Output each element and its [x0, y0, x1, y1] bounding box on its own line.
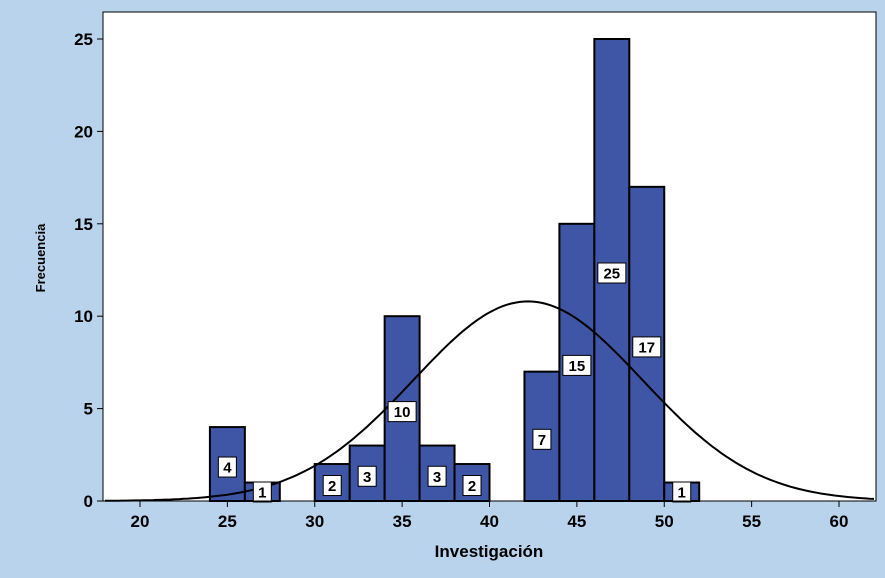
- x-ticks-group: 20 25 30 35 40 45 50 55 60: [131, 501, 849, 531]
- y-tick-label: 20: [74, 122, 93, 141]
- y-axis-label: Frecuencia: [33, 223, 48, 292]
- bar-count-label: 15: [562, 354, 592, 376]
- x-tick-label: 30: [305, 512, 324, 531]
- x-tick-label: 55: [742, 512, 761, 531]
- bar-count-label: 7: [532, 428, 552, 450]
- bar-count-label-text: 2: [328, 478, 336, 495]
- bar-count-label-box: [217, 456, 237, 478]
- bar-count-label-box: [462, 475, 482, 497]
- bar-count-label: 10: [387, 401, 417, 423]
- bar-count-label: 2: [322, 475, 342, 497]
- bar-count-label-box: [322, 475, 342, 497]
- x-tick-label: 25: [218, 512, 237, 531]
- bar-count-label: 1: [252, 481, 272, 503]
- bar-count-label-box: [357, 465, 377, 487]
- bar-count-label-box: [532, 428, 552, 450]
- bar-count-label: 1: [672, 481, 692, 503]
- bar-count-label-box: [672, 481, 692, 503]
- y-tick-label: 10: [74, 307, 93, 326]
- bar-count-label-text: 4: [223, 460, 232, 477]
- bar-count-label-text: 2: [468, 478, 476, 495]
- bar-count-label: 2: [462, 475, 482, 497]
- bar-count-label-box: [562, 354, 592, 376]
- x-axis-label: Investigación: [435, 542, 544, 561]
- bar-count-label-text: 15: [569, 358, 586, 375]
- x-tick-label: 20: [131, 512, 150, 531]
- bar-count-label-box: [252, 481, 272, 503]
- plot-area: [102, 11, 877, 502]
- x-tick-label: 50: [655, 512, 674, 531]
- bar-count-label-text: 1: [258, 485, 266, 502]
- bar-count-label-text: 3: [433, 469, 441, 486]
- bar-count-label: 3: [427, 465, 447, 487]
- bar-count-label-text: 1: [678, 485, 686, 502]
- bar-count-label: 3: [357, 465, 377, 487]
- normal-curve: [105, 300, 875, 502]
- x-tick-label: 45: [567, 512, 586, 531]
- bar-count-label-box: [387, 401, 417, 423]
- x-tick-label: 35: [393, 512, 412, 531]
- y-ticks-group: 0 5 10 15 20 25: [74, 30, 103, 511]
- y-tick-label: 5: [84, 400, 93, 419]
- bar-count-label: 17: [632, 336, 662, 358]
- bar-count-label: 25: [597, 262, 627, 284]
- y-tick-label: 0: [84, 492, 93, 511]
- bar-count-label-box: [427, 465, 447, 487]
- y-tick-label: 25: [74, 30, 93, 49]
- bar-labels-group: 4 1 2 3 10 3 2 7 15 25 17 1: [217, 262, 692, 503]
- bar-count-label-box: [597, 262, 627, 284]
- x-tick-label: 40: [480, 512, 499, 531]
- bar-count-label-text: 7: [538, 432, 546, 449]
- bar-count-label-text: 25: [603, 266, 620, 283]
- y-tick-label: 15: [74, 215, 93, 234]
- bar-count-label-text: 17: [638, 339, 655, 356]
- x-tick-label: 60: [830, 512, 849, 531]
- bar-count-label: 4: [217, 456, 237, 478]
- bar-count-label-text: 10: [394, 404, 411, 421]
- bar-count-label-text: 3: [363, 469, 371, 486]
- bar-count-label-box: [632, 336, 662, 358]
